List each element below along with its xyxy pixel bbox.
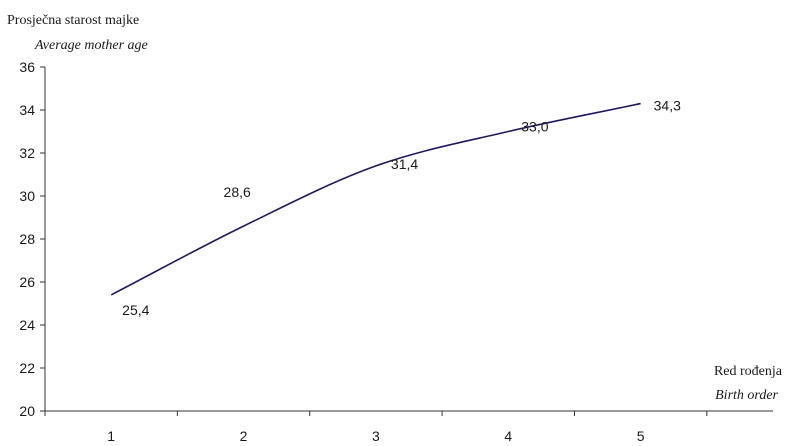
x-tick-label: 3 (372, 428, 380, 444)
y-tick-label: 22 (19, 360, 35, 376)
y-tick-label: 34 (19, 102, 35, 118)
y-ticks: 20 22 24 26 28 30 32 34 36 (19, 59, 45, 419)
y-axis-title: Prosječna starost majke (7, 13, 139, 28)
series-line (110, 102, 641, 296)
y-tick-label: 30 (19, 188, 35, 204)
data-labels: 25,4 28,6 31,4 33,0 34,3 (122, 98, 681, 318)
y-tick-label: 24 (19, 317, 35, 333)
y-tick-label: 36 (19, 59, 35, 75)
data-label: 25,4 (122, 302, 149, 318)
x-tick-label: 1 (107, 428, 115, 444)
data-label: 31,4 (391, 156, 418, 172)
x-tick-label: 5 (637, 428, 645, 444)
x-tick-label: 4 (504, 428, 512, 444)
y-tick-label: 26 (19, 274, 35, 290)
x-ticks: 1 2 3 4 5 (44, 411, 708, 444)
y-tick-label: 28 (19, 231, 35, 247)
data-label: 33,0 (521, 119, 548, 135)
x-axis-title: Red rođenja (714, 364, 783, 379)
data-label: 28,6 (224, 184, 251, 200)
series (110, 102, 641, 296)
data-label: 34,3 (654, 98, 681, 114)
y-tick-label: 32 (19, 145, 35, 161)
y-axis-title-english: Average mother age (34, 38, 148, 53)
y-tick-label: 20 (19, 403, 35, 419)
axes (44, 67, 773, 412)
x-axis-title-english: Birth order (715, 388, 778, 403)
x-tick-label: 2 (240, 428, 248, 444)
